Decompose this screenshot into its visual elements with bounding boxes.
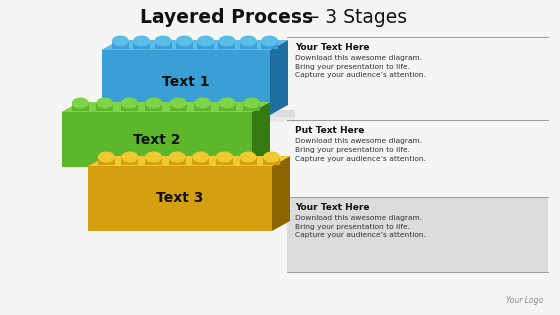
Ellipse shape — [121, 98, 138, 108]
Polygon shape — [169, 157, 186, 165]
Text: – 3 Stages: – 3 Stages — [310, 8, 407, 27]
Text: Put Text Here: Put Text Here — [295, 126, 365, 135]
Text: Your Text Here: Your Text Here — [295, 203, 370, 212]
Ellipse shape — [170, 98, 186, 108]
Ellipse shape — [263, 152, 280, 163]
Ellipse shape — [122, 152, 138, 163]
Ellipse shape — [96, 98, 113, 108]
Polygon shape — [122, 157, 138, 165]
Polygon shape — [88, 156, 290, 166]
Polygon shape — [145, 103, 162, 111]
Polygon shape — [102, 40, 288, 50]
Ellipse shape — [155, 36, 171, 47]
Ellipse shape — [72, 98, 89, 108]
Polygon shape — [62, 112, 252, 167]
Polygon shape — [121, 103, 138, 111]
Ellipse shape — [218, 98, 236, 108]
Text: Layered Process: Layered Process — [140, 8, 313, 27]
Polygon shape — [145, 157, 162, 165]
Polygon shape — [263, 157, 280, 165]
Ellipse shape — [261, 36, 278, 47]
Polygon shape — [240, 41, 257, 49]
Polygon shape — [65, 117, 295, 122]
Text: Text 2: Text 2 — [133, 133, 181, 146]
Ellipse shape — [243, 98, 260, 108]
Text: Text 3: Text 3 — [156, 192, 204, 205]
Ellipse shape — [240, 152, 256, 163]
Polygon shape — [112, 41, 129, 49]
Polygon shape — [270, 40, 288, 115]
Ellipse shape — [145, 152, 162, 163]
Polygon shape — [102, 40, 120, 115]
Ellipse shape — [194, 98, 211, 108]
Polygon shape — [252, 102, 270, 167]
Polygon shape — [88, 156, 106, 231]
Ellipse shape — [192, 152, 209, 163]
Polygon shape — [218, 103, 236, 111]
Text: Download this awesome diagram.
Bring your presentation to life.
Capture your aud: Download this awesome diagram. Bring you… — [295, 215, 426, 238]
Ellipse shape — [216, 152, 233, 163]
Text: Text 1: Text 1 — [162, 76, 210, 89]
Polygon shape — [62, 102, 80, 167]
Polygon shape — [194, 103, 211, 111]
Polygon shape — [102, 50, 270, 115]
Ellipse shape — [133, 36, 150, 47]
Polygon shape — [88, 166, 272, 231]
Polygon shape — [243, 103, 260, 111]
Polygon shape — [96, 103, 113, 111]
Polygon shape — [272, 156, 290, 231]
Text: Download this awesome diagram.
Bring your presentation to life.
Capture your aud: Download this awesome diagram. Bring you… — [295, 55, 426, 78]
Ellipse shape — [197, 36, 214, 47]
Polygon shape — [62, 102, 270, 112]
Text: Your Logo: Your Logo — [506, 296, 543, 305]
Text: Your Text Here: Your Text Here — [295, 43, 370, 52]
Polygon shape — [261, 41, 278, 49]
Text: Download this awesome diagram.
Bring your presentation to life.
Capture your aud: Download this awesome diagram. Bring you… — [295, 138, 426, 162]
Ellipse shape — [218, 36, 236, 47]
Polygon shape — [287, 197, 548, 272]
Polygon shape — [216, 157, 233, 165]
Polygon shape — [192, 157, 209, 165]
Polygon shape — [155, 41, 171, 49]
Ellipse shape — [176, 36, 193, 47]
Polygon shape — [72, 103, 89, 111]
Polygon shape — [98, 157, 115, 165]
Polygon shape — [65, 110, 295, 117]
Ellipse shape — [112, 36, 129, 47]
Ellipse shape — [98, 152, 115, 163]
Polygon shape — [176, 41, 193, 49]
Polygon shape — [170, 103, 186, 111]
Ellipse shape — [240, 36, 257, 47]
Polygon shape — [197, 41, 214, 49]
Polygon shape — [133, 41, 150, 49]
Ellipse shape — [145, 98, 162, 108]
Polygon shape — [240, 157, 256, 165]
Ellipse shape — [169, 152, 186, 163]
Polygon shape — [218, 41, 236, 49]
